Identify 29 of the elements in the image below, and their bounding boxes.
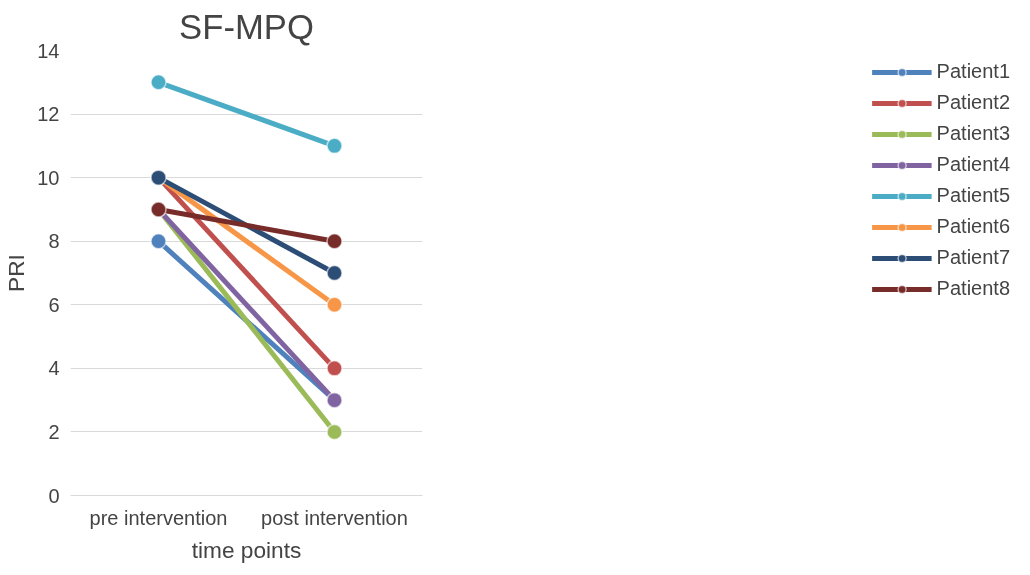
point	[326, 137, 343, 155]
y-tick-label: 4	[48, 357, 60, 380]
legend-label: Patient1	[936, 60, 1010, 83]
y-tick-label: 8	[48, 230, 60, 253]
legend-label: Patient2	[936, 91, 1010, 114]
point	[326, 423, 343, 441]
legend-label: Patient5	[936, 184, 1010, 207]
point	[326, 296, 343, 314]
y-tick-label: 2	[48, 420, 60, 443]
x-tick-label: pre intervention	[89, 506, 228, 529]
y-tick-label: 14	[37, 39, 60, 62]
y-tick-label: 10	[37, 166, 60, 189]
point	[326, 232, 343, 250]
legend-label: Patient6	[936, 215, 1010, 238]
y-axis-title: PRI	[3, 254, 30, 292]
point	[326, 264, 343, 282]
point	[150, 232, 167, 250]
point	[150, 74, 167, 91]
y-tick-label: 0	[48, 484, 60, 507]
y-tick-label: 6	[48, 293, 60, 316]
legend-label: Patient4	[936, 153, 1010, 176]
chart-title: SF-MPQ	[179, 7, 314, 46]
x-axis-title: time points	[191, 536, 302, 563]
y-tick-label: 12	[37, 103, 60, 126]
point	[326, 360, 343, 377]
legend-label: Patient3	[936, 122, 1010, 145]
legend-label: Patient7	[936, 246, 1010, 269]
legend-label: Patient8	[936, 277, 1010, 300]
x-tick-label: post intervention	[261, 506, 408, 529]
